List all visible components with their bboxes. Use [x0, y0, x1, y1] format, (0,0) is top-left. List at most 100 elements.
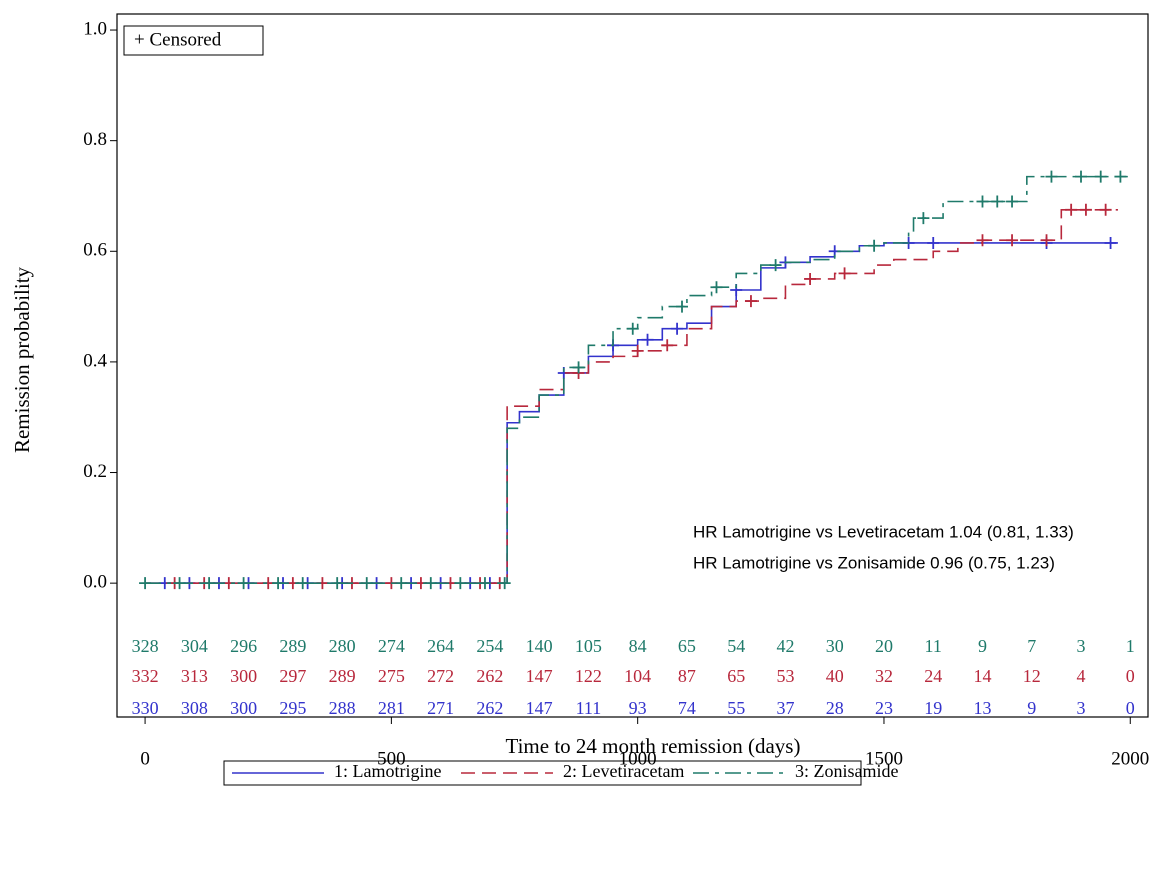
- censor-mark: [676, 300, 689, 313]
- censor-mark: [478, 577, 491, 590]
- legend-label: 1: Lamotrigine: [334, 761, 441, 781]
- at-risk-count: 20: [875, 636, 893, 656]
- censor-mark: [139, 577, 152, 590]
- at-risk-count: 280: [329, 636, 356, 656]
- censor-mark: [1040, 234, 1053, 247]
- at-risk-count: 74: [678, 698, 696, 718]
- at-risk-count: 12: [1023, 666, 1041, 686]
- at-risk-count: 7: [1027, 636, 1036, 656]
- censor-mark: [454, 577, 467, 590]
- at-risk-count: 9: [1027, 698, 1036, 718]
- at-risk-count: 262: [476, 666, 503, 686]
- x-tick-label: 2000: [1111, 748, 1149, 769]
- censor-mark: [1114, 170, 1127, 183]
- at-risk-count: 28: [826, 698, 844, 718]
- y-tick-label: 1.0: [83, 18, 107, 39]
- at-risk-count: 274: [378, 636, 405, 656]
- at-risk-count: 3: [1077, 698, 1086, 718]
- censor-mark: [868, 239, 881, 252]
- at-risk-count: 65: [678, 636, 696, 656]
- at-risk-count: 262: [476, 698, 503, 718]
- survival-curve: [145, 175, 1128, 584]
- x-axis-title: Time to 24 month remission (days): [506, 734, 801, 758]
- censor-mark: [661, 339, 674, 352]
- annotation: HR Lamotrigine vs Levetiracetam 1.04 (0.…: [693, 522, 1074, 541]
- censor-mark: [804, 272, 817, 285]
- at-risk-count: 11: [925, 636, 942, 656]
- censor-mark: [917, 212, 930, 225]
- x-tick-label: 1000: [619, 748, 657, 769]
- at-risk-count: 37: [776, 698, 794, 718]
- censor-mark: [626, 322, 639, 335]
- at-risk-count: 300: [230, 666, 257, 686]
- at-risk-count: 140: [526, 636, 553, 656]
- at-risk-count: 65: [727, 666, 745, 686]
- x-tick-label: 500: [377, 748, 406, 769]
- at-risk-count: 84: [629, 636, 647, 656]
- at-risk-count: 53: [776, 666, 794, 686]
- at-risk-count: 40: [826, 666, 844, 686]
- at-risk-count: 111: [576, 698, 602, 718]
- at-risk-count: 30: [826, 636, 844, 656]
- at-risk-count: 93: [629, 698, 647, 718]
- censor-key-box: [123, 25, 264, 56]
- censor-mark: [976, 195, 989, 208]
- at-risk-count: 3: [1077, 636, 1086, 656]
- at-risk-count: 14: [973, 666, 991, 686]
- at-risk-count: 122: [575, 666, 602, 686]
- at-risk-count: 147: [526, 666, 553, 686]
- at-risk-count: 313: [181, 666, 208, 686]
- legend-label: 3: Zonisamide: [795, 761, 898, 781]
- legend-box: [223, 760, 862, 786]
- at-risk-count: 254: [476, 636, 503, 656]
- at-risk-count: 300: [230, 698, 257, 718]
- censor-mark: [976, 234, 989, 247]
- censor-mark: [769, 259, 782, 272]
- at-risk-count: 105: [575, 636, 602, 656]
- at-risk-count: 1: [1126, 636, 1135, 656]
- at-risk-count: 281: [378, 698, 405, 718]
- at-risk-count: 32: [875, 666, 893, 686]
- at-risk-count: 295: [279, 698, 306, 718]
- y-tick-label: 0.0: [83, 572, 107, 593]
- censor-mark: [572, 361, 585, 374]
- censor-mark: [671, 322, 684, 335]
- x-tick-label: 0: [140, 748, 150, 769]
- at-risk-count: 0: [1126, 698, 1135, 718]
- at-risk-count: 271: [427, 698, 454, 718]
- censor-mark: [838, 267, 851, 280]
- at-risk-count: 264: [427, 636, 454, 656]
- at-risk-count: 296: [230, 636, 257, 656]
- at-risk-count: 4: [1077, 666, 1086, 686]
- at-risk-count: 288: [329, 698, 356, 718]
- censor-mark: [424, 577, 437, 590]
- at-risk-count: 55: [727, 698, 745, 718]
- legend-label: 2: Levetiracetam: [563, 761, 684, 781]
- censor-mark: [1094, 170, 1107, 183]
- censor-mark: [237, 577, 250, 590]
- censor-mark: [1099, 203, 1112, 216]
- censor-mark: [641, 333, 654, 346]
- at-risk-count: 0: [1126, 666, 1135, 686]
- censor-mark: [927, 236, 940, 249]
- at-risk-count: 330: [132, 698, 159, 718]
- censor-mark: [1065, 203, 1078, 216]
- censor-mark: [1104, 236, 1117, 249]
- at-risk-count: 297: [279, 666, 306, 686]
- x-tick-label: 1500: [865, 748, 903, 769]
- censor-mark: [203, 577, 216, 590]
- censor-mark: [1006, 195, 1019, 208]
- censor-mark: [991, 195, 1004, 208]
- at-risk-count: 308: [181, 698, 208, 718]
- at-risk-count: 147: [526, 698, 553, 718]
- at-risk-count: 275: [378, 666, 405, 686]
- at-risk-count: 332: [132, 666, 159, 686]
- censor-mark: [1079, 203, 1092, 216]
- censor-mark: [331, 577, 344, 590]
- plot-frame: [116, 13, 1149, 718]
- censor-mark: [498, 577, 511, 590]
- at-risk-count: 289: [329, 666, 356, 686]
- at-risk-count: 272: [427, 666, 454, 686]
- y-axis-title: Remission probability: [10, 266, 34, 453]
